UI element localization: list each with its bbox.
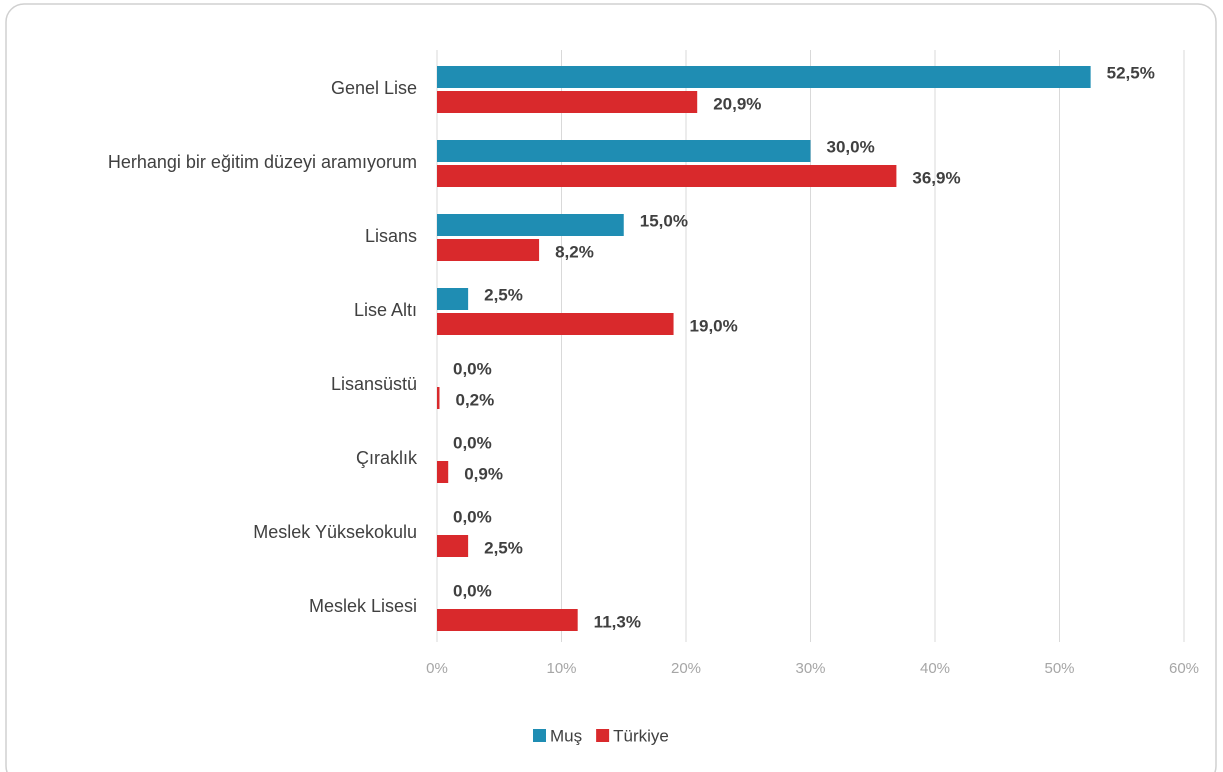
legend-swatch bbox=[596, 729, 610, 742]
value-label: 0,0% bbox=[453, 433, 492, 452]
value-label: 0,0% bbox=[453, 581, 492, 600]
value-label: 0,9% bbox=[464, 464, 503, 483]
bar bbox=[437, 461, 449, 483]
bar bbox=[437, 214, 624, 236]
value-label: 19,0% bbox=[690, 316, 738, 335]
value-label: 2,5% bbox=[484, 538, 523, 557]
y-tick-label: Çıraklık bbox=[356, 448, 418, 468]
value-label: 0,2% bbox=[455, 390, 494, 409]
x-tick-label: 10% bbox=[546, 660, 576, 677]
value-label: 8,2% bbox=[555, 242, 594, 261]
value-label: 0,0% bbox=[453, 359, 492, 378]
bar bbox=[437, 165, 897, 187]
x-tick-label: 60% bbox=[1169, 660, 1199, 677]
value-label: 11,3% bbox=[594, 612, 641, 631]
value-label: 0,0% bbox=[453, 507, 492, 526]
chart-frame bbox=[5, 3, 1217, 772]
value-label: 36,9% bbox=[912, 168, 960, 187]
bar bbox=[437, 609, 578, 631]
y-tick-label: Meslek Yüksekokulu bbox=[253, 522, 417, 542]
value-label: 2,5% bbox=[484, 285, 523, 304]
bar bbox=[437, 239, 540, 261]
y-tick-label: Meslek Lisesi bbox=[309, 596, 417, 616]
x-tick-label: 0% bbox=[426, 660, 448, 677]
y-tick-label: Herhangi bir eğitim düzeyi aramıyorum bbox=[108, 152, 417, 172]
value-label: 52,5% bbox=[1107, 63, 1155, 82]
legend-label: Türkiye bbox=[613, 726, 669, 745]
legend-swatch bbox=[533, 729, 546, 742]
x-tick-label: 40% bbox=[920, 660, 950, 677]
y-tick-label: Lise Altı bbox=[354, 300, 417, 320]
legend-label: Muş bbox=[550, 726, 582, 745]
bar bbox=[437, 535, 469, 557]
bar bbox=[437, 288, 469, 310]
y-tick-label: Genel Lise bbox=[331, 78, 417, 98]
value-label: 30,0% bbox=[827, 137, 875, 156]
x-tick-label: 50% bbox=[1044, 660, 1074, 677]
y-tick-label: Lisans bbox=[365, 226, 417, 246]
value-label: 20,9% bbox=[713, 94, 761, 113]
x-tick-label: 20% bbox=[671, 660, 701, 677]
bar bbox=[437, 66, 1091, 88]
bar bbox=[437, 313, 674, 335]
bar bbox=[437, 140, 811, 162]
y-tick-label: Lisansüstü bbox=[331, 374, 417, 394]
x-tick-label: 30% bbox=[795, 660, 825, 677]
bar bbox=[437, 91, 698, 113]
bar bbox=[437, 387, 440, 409]
value-label: 15,0% bbox=[640, 211, 688, 230]
